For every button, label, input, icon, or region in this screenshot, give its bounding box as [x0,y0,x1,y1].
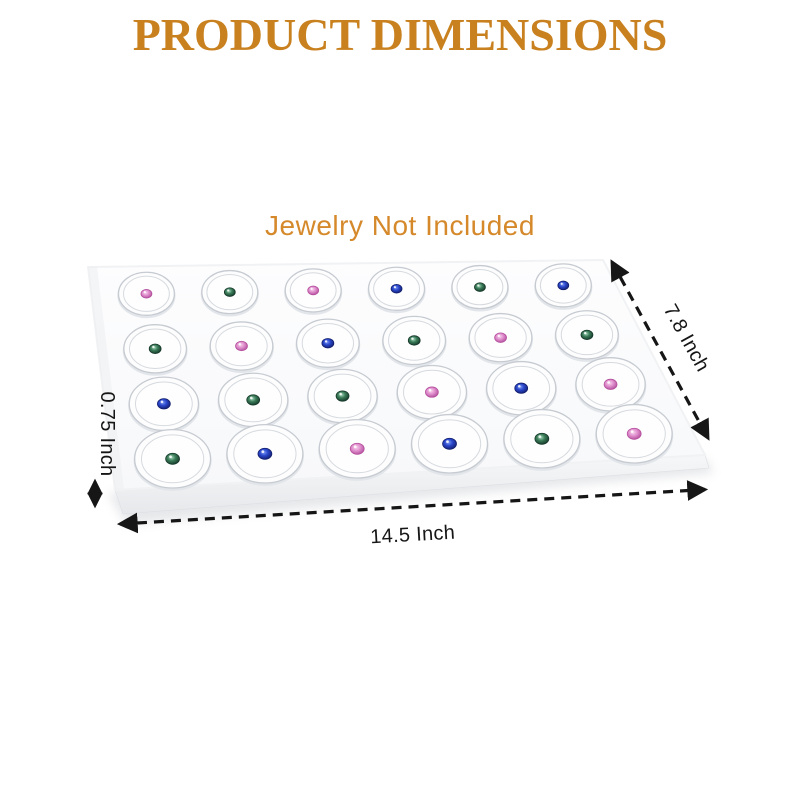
gem-jar [450,264,509,312]
gem-jar [133,428,212,491]
gem-pink [603,378,618,390]
gem-green [165,452,180,465]
gem-highlight [538,435,542,439]
display-tray [87,259,714,524]
gem-jar [284,268,343,315]
gem-blue [557,280,570,291]
gem-blue [390,284,403,294]
gem-highlight [310,287,313,290]
gem-jar [122,324,188,376]
thickness-dimension-label: 0.75 Inch [96,392,118,477]
gem-pink [425,386,439,398]
gem-highlight [238,343,241,346]
gem-jar [306,368,379,426]
gem-jar [410,413,489,476]
gem-pink [235,340,248,352]
gem-highlight [152,345,155,349]
gem-highlight [583,331,587,335]
gem-pink [349,442,365,455]
gem-highlight [607,381,610,384]
gem-jar [595,403,674,466]
gem-highlight [324,340,328,343]
gem-jar [128,376,200,434]
gem-pink [494,332,507,343]
gem-highlight [393,286,397,289]
gem-highlight [339,392,342,396]
width-dimension-arrow [116,480,709,534]
gem-green [407,335,421,346]
width-dimension-label: 14.5 Inch [370,522,456,549]
gem-highlight [249,396,253,400]
gem-green [534,432,550,445]
page-title: PRODUCT DIMENSIONS [132,9,668,60]
gem-jar [485,360,557,418]
gem-green [474,282,486,292]
gem-highlight [227,289,230,292]
gem-highlight [517,384,521,388]
tray-left-edge-shade [88,266,124,490]
gem-highlight [261,450,265,454]
gem-jar [554,310,620,362]
gem-jar [117,271,176,319]
gem-highlight [428,388,432,392]
gem-highlight [160,400,164,404]
gem-jar [468,312,533,365]
gem-pink [626,427,642,440]
gem-pink [140,289,153,299]
gem-highlight [353,445,357,449]
dimension-annotations [87,259,710,534]
gem-jar [209,321,274,373]
gem-green [335,390,350,402]
gem-highlight [497,334,500,338]
gem-blue [157,398,171,410]
gem-highlight [411,337,414,340]
gem-jar [217,372,289,430]
gem-highlight [630,430,634,434]
gem-highlight [169,455,172,459]
depth-dimension-label: 7.8 Inch [659,301,714,376]
gem-jar [502,408,581,471]
gem-blue [442,437,457,450]
gem-highlight [446,440,449,444]
gem-green [223,287,236,297]
gem-green [246,394,261,406]
gem-jar [367,266,426,314]
gem-jar [318,418,397,481]
gem-green [148,343,162,354]
gem-jar [381,315,447,368]
gem-highlight [477,284,480,287]
gem-jar [534,263,593,310]
gem-green [580,329,594,341]
gem-highlight [560,282,563,285]
jewelry-not-included-note: Jewelry Not Included [265,210,535,241]
gem-highlight [143,291,146,294]
gem-blue [257,447,273,460]
gem-jar [295,318,361,371]
gem-jar [396,364,468,422]
gem-pink [307,285,320,296]
gem-blue [514,382,529,394]
gem-jar [225,423,304,486]
gem-blue [321,338,335,349]
gem-jar [200,269,259,317]
